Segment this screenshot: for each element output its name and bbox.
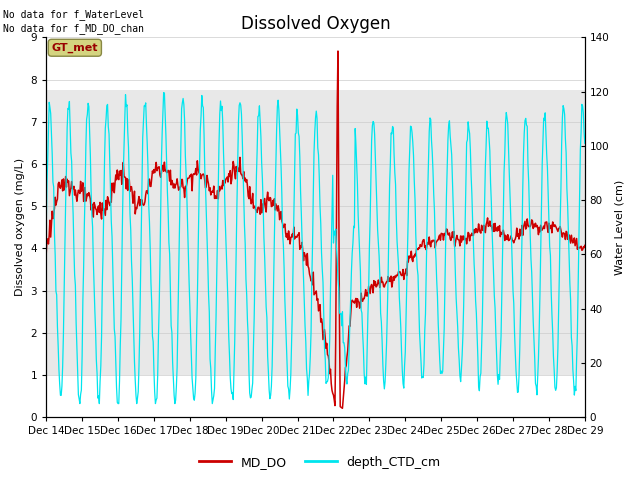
Legend: MD_DO, depth_CTD_cm: MD_DO, depth_CTD_cm xyxy=(195,451,445,474)
Bar xyxy=(46,90,585,375)
Text: GT_met: GT_met xyxy=(52,43,98,53)
Y-axis label: Water Level (cm): Water Level (cm) xyxy=(615,180,625,275)
Title: Dissolved Oxygen: Dissolved Oxygen xyxy=(241,15,390,33)
Text: No data for f_MD_DO_chan: No data for f_MD_DO_chan xyxy=(3,23,144,34)
Text: No data for f_WaterLevel: No data for f_WaterLevel xyxy=(3,9,144,20)
Y-axis label: Dissolved oxygen (mg/L): Dissolved oxygen (mg/L) xyxy=(15,158,25,296)
